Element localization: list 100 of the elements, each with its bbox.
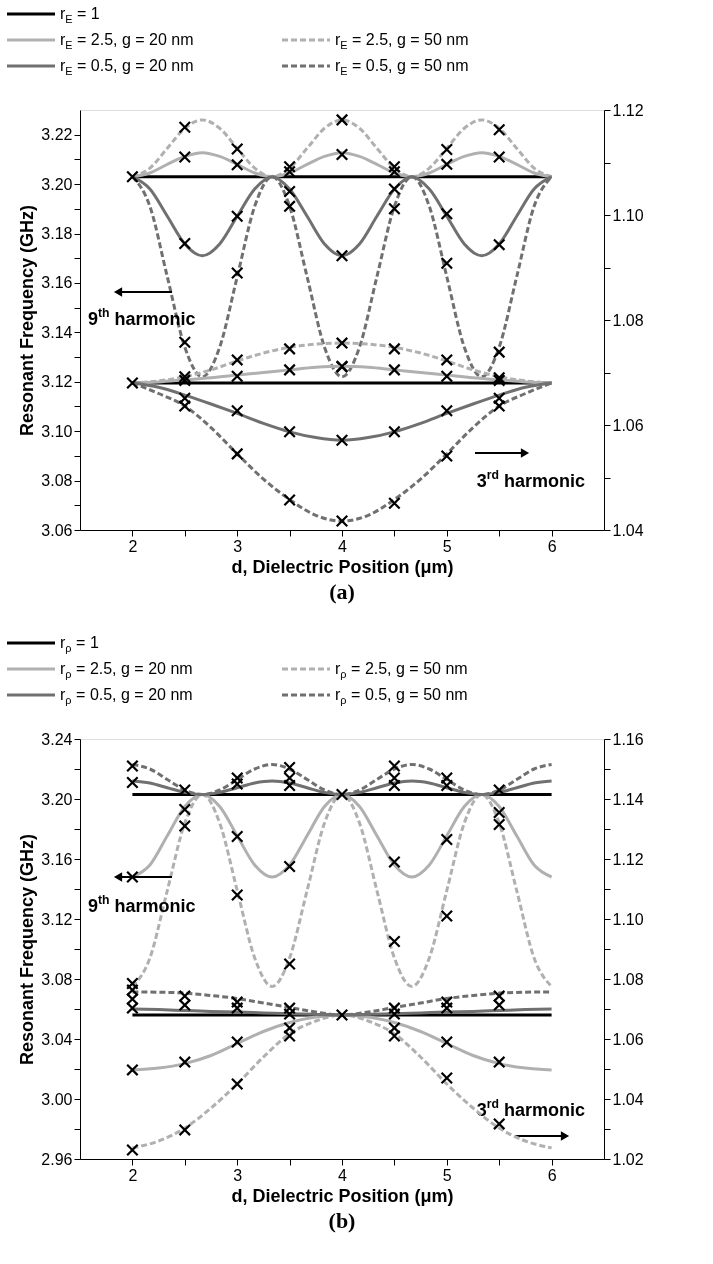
point [283, 160, 296, 174]
y-tick-label: 3.24 [41, 730, 73, 748]
point [283, 860, 296, 873]
y-tick-label: 3.04 [41, 1030, 73, 1048]
point [388, 496, 401, 510]
point [440, 207, 454, 221]
point [178, 150, 192, 164]
x-tick-label: 3 [233, 537, 243, 555]
point [178, 237, 192, 250]
point [440, 369, 454, 383]
point [492, 783, 506, 797]
point [440, 1035, 454, 1049]
point [230, 995, 244, 1009]
y-tick-label: 3.08 [41, 970, 73, 988]
point [492, 345, 506, 359]
point [388, 182, 401, 196]
point [178, 335, 192, 349]
point [283, 493, 296, 507]
y-tick-label: 3.22 [41, 126, 73, 144]
point [126, 1143, 139, 1157]
point [388, 425, 401, 439]
y2-tick-label: 1.02 [612, 1150, 644, 1168]
point [230, 1035, 244, 1049]
point [230, 777, 244, 791]
point [335, 514, 349, 528]
point [283, 1001, 296, 1015]
point [230, 142, 244, 156]
point [178, 1123, 192, 1137]
point [492, 123, 506, 137]
point [230, 830, 244, 843]
point [178, 783, 192, 797]
y2-tick-label: 1.06 [612, 1030, 644, 1048]
point [230, 369, 244, 383]
y-tick-label: 3.00 [41, 1090, 73, 1108]
point [283, 957, 296, 971]
point [283, 425, 296, 439]
point [283, 363, 296, 377]
point [388, 363, 401, 377]
text: (a) [329, 579, 355, 604]
point [440, 404, 454, 418]
point [492, 150, 506, 164]
y2-tick-label: 1.04 [612, 1090, 644, 1108]
x-axis-title: d, Dielectric Position (μm) [231, 1185, 454, 1206]
point [126, 759, 139, 773]
point [440, 1071, 454, 1085]
y2-tick-label: 1.08 [612, 311, 644, 329]
point [283, 200, 296, 213]
point [440, 909, 454, 923]
point [335, 113, 349, 127]
point [388, 342, 401, 356]
point [335, 148, 349, 161]
x-tick-label: 3 [233, 1166, 243, 1184]
point [440, 449, 454, 463]
point [126, 376, 139, 390]
y2-tick-label: 1.16 [612, 730, 644, 748]
y-tick-label: 3.16 [41, 850, 73, 868]
y2-tick-label: 1.06 [612, 416, 644, 434]
y-tick-label: 3.14 [41, 323, 73, 341]
y-tick-label: 3.18 [41, 225, 73, 243]
x-axis-title: d, Dielectric Position (μm) [231, 556, 454, 577]
point [126, 1063, 139, 1077]
point [335, 336, 349, 350]
y-tick-label: 3.12 [41, 373, 73, 391]
point [335, 249, 349, 263]
point [440, 995, 454, 1009]
y2-tick-label: 1.10 [612, 206, 644, 224]
point [230, 888, 244, 902]
x-tick-label: 2 [128, 1166, 138, 1184]
point [230, 158, 244, 172]
text: (b) [328, 1208, 356, 1233]
point [126, 776, 139, 789]
point [492, 1055, 506, 1069]
point [388, 160, 401, 174]
point [440, 1001, 454, 1015]
y2-tick-label: 1.12 [612, 850, 644, 868]
x-tick-label: 6 [547, 537, 557, 555]
point [230, 447, 244, 461]
point [335, 433, 349, 447]
x-tick-label: 2 [128, 537, 138, 555]
point [388, 165, 401, 179]
point [492, 238, 506, 251]
point [388, 1001, 401, 1015]
point [126, 870, 139, 884]
y-tick-label: 3.20 [41, 790, 73, 808]
point [178, 803, 192, 816]
x-tick-label: 6 [547, 1166, 557, 1184]
point [178, 370, 192, 384]
point [126, 170, 139, 184]
point [388, 855, 401, 869]
y-tick-label: 3.16 [41, 274, 73, 292]
y-tick-label: 3.10 [41, 422, 73, 440]
point [178, 120, 192, 134]
x-tick-label: 5 [442, 537, 452, 555]
y-tick-label: 3.06 [41, 521, 73, 539]
point [283, 342, 296, 356]
point [388, 202, 401, 216]
x-tick-label: 4 [338, 537, 348, 555]
point [492, 1117, 506, 1131]
point [230, 353, 244, 367]
point [178, 374, 192, 387]
